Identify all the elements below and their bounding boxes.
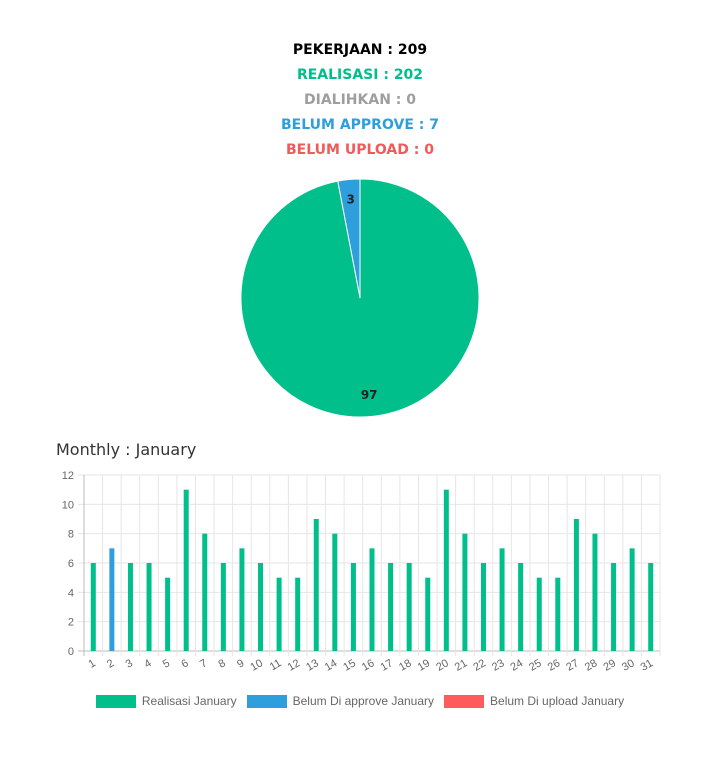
x-tick-label: 21 bbox=[453, 657, 470, 674]
bar-chart-legend: Realisasi January Belum Di approve Janua… bbox=[0, 694, 720, 708]
bar-7-series-0[interactable] bbox=[202, 533, 208, 651]
bar-10-series-0[interactable] bbox=[258, 563, 264, 651]
bar-28-series-0[interactable] bbox=[592, 533, 598, 651]
bar-2-series-1[interactable] bbox=[109, 548, 115, 651]
stat-belum-upload: BELUM UPLOAD : 0 bbox=[286, 142, 434, 158]
bar-chart-title: Monthly : January bbox=[56, 440, 197, 459]
x-tick-label: 22 bbox=[471, 657, 488, 674]
y-tick-label: 0 bbox=[68, 646, 74, 658]
stat-belum-approve: BELUM APPROVE : 7 bbox=[281, 117, 439, 133]
bar-18-series-0[interactable] bbox=[406, 563, 412, 651]
y-tick-label: 4 bbox=[68, 587, 74, 599]
x-tick-label: 9 bbox=[235, 657, 246, 670]
x-tick-label: 7 bbox=[198, 657, 209, 670]
legend-label-belum-approve: Belum Di approve January bbox=[292, 694, 435, 708]
legend-swatch-belum-approve bbox=[246, 694, 287, 708]
bar-8-series-0[interactable] bbox=[220, 563, 226, 651]
x-tick-label: 29 bbox=[601, 657, 618, 674]
x-tick-label: 3 bbox=[124, 657, 135, 670]
bar-22-series-0[interactable] bbox=[480, 563, 486, 651]
x-tick-label: 2 bbox=[105, 657, 116, 670]
legend-swatch-belum-upload bbox=[444, 694, 485, 708]
legend-swatch-realisasi bbox=[95, 694, 136, 708]
x-tick-label: 16 bbox=[360, 657, 377, 674]
y-tick-label: 6 bbox=[68, 558, 74, 570]
x-tick-label: 27 bbox=[564, 657, 581, 674]
pie-chart[interactable]: 3 97 bbox=[230, 170, 490, 430]
x-tick-label: 17 bbox=[378, 657, 395, 674]
stat-realisasi: REALISASI : 202 bbox=[296, 67, 424, 83]
stat-dialihkan: DIALIHKAN : 0 bbox=[304, 92, 416, 108]
bar-16-series-0[interactable] bbox=[369, 548, 375, 651]
bar-17-series-0[interactable] bbox=[388, 563, 394, 651]
x-tick-label: 19 bbox=[416, 657, 433, 674]
x-tick-label: 8 bbox=[217, 657, 228, 670]
x-tick-label: 12 bbox=[286, 657, 303, 674]
bar-11-series-0[interactable] bbox=[276, 577, 282, 651]
bar-24-series-0[interactable] bbox=[518, 563, 524, 651]
bar-13-series-0[interactable] bbox=[313, 519, 319, 651]
bar-25-series-0[interactable] bbox=[536, 577, 542, 651]
legend-item-belum-upload[interactable]: Belum Di upload January bbox=[444, 694, 624, 708]
x-tick-label: 11 bbox=[268, 657, 284, 673]
x-tick-label: 26 bbox=[546, 657, 563, 674]
pie-label-3: 3 bbox=[347, 193, 355, 207]
bar-12-series-0[interactable] bbox=[295, 577, 301, 651]
pie-label-97: 97 bbox=[361, 388, 378, 402]
bar-27-series-0[interactable] bbox=[573, 519, 579, 651]
x-tick-label: 23 bbox=[490, 657, 507, 674]
bar-9-series-0[interactable] bbox=[239, 548, 245, 651]
x-tick-label: 24 bbox=[509, 657, 526, 674]
bar-6-series-0[interactable] bbox=[183, 489, 189, 651]
x-tick-label: 10 bbox=[248, 657, 265, 674]
legend-item-belum-approve[interactable]: Belum Di approve January bbox=[246, 694, 435, 708]
x-tick-label: 28 bbox=[583, 657, 600, 674]
bar-29-series-0[interactable] bbox=[611, 563, 617, 651]
x-tick-label: 6 bbox=[179, 657, 190, 670]
bar-14-series-0[interactable] bbox=[332, 533, 338, 651]
y-tick-label: 10 bbox=[62, 499, 74, 511]
bar-30-series-0[interactable] bbox=[629, 548, 635, 651]
x-tick-label: 13 bbox=[304, 657, 321, 674]
bar-15-series-0[interactable] bbox=[350, 563, 356, 651]
bar-4-series-0[interactable] bbox=[146, 563, 152, 651]
y-tick-label: 12 bbox=[62, 470, 74, 482]
bar-1-series-0[interactable] bbox=[90, 563, 96, 651]
legend-item-realisasi[interactable]: Realisasi January bbox=[95, 694, 237, 708]
stat-pekerjaan: PEKERJAAN : 209 bbox=[292, 42, 428, 58]
bar-3-series-0[interactable] bbox=[127, 563, 133, 651]
bar-19-series-0[interactable] bbox=[425, 577, 431, 651]
y-tick-label: 2 bbox=[68, 617, 74, 629]
bar-21-series-0[interactable] bbox=[462, 533, 468, 651]
x-tick-label: 4 bbox=[142, 657, 153, 670]
x-tick-label: 15 bbox=[341, 657, 358, 674]
x-tick-label: 18 bbox=[397, 657, 414, 674]
x-tick-label: 20 bbox=[434, 657, 451, 674]
bar-31-series-0[interactable] bbox=[648, 563, 654, 651]
x-tick-label: 5 bbox=[161, 657, 172, 670]
x-tick-label: 25 bbox=[527, 657, 544, 674]
bar-5-series-0[interactable] bbox=[165, 577, 171, 651]
x-tick-label: 1 bbox=[86, 657, 97, 670]
legend-label-belum-upload: Belum Di upload January bbox=[490, 694, 625, 708]
legend-label-realisasi: Realisasi January bbox=[141, 694, 237, 708]
x-tick-label: 14 bbox=[323, 657, 340, 674]
pie-slice-97[interactable] bbox=[240, 178, 480, 418]
summary-stats: PEKERJAAN : 209 REALISASI : 202 DIALIHKA… bbox=[0, 38, 720, 163]
x-tick-label: 31 bbox=[639, 657, 656, 674]
bar-20-series-0[interactable] bbox=[443, 489, 449, 651]
x-tick-label: 30 bbox=[620, 657, 637, 674]
bar-26-series-0[interactable] bbox=[555, 577, 561, 651]
y-tick-label: 8 bbox=[68, 529, 74, 541]
bar-23-series-0[interactable] bbox=[499, 548, 505, 651]
